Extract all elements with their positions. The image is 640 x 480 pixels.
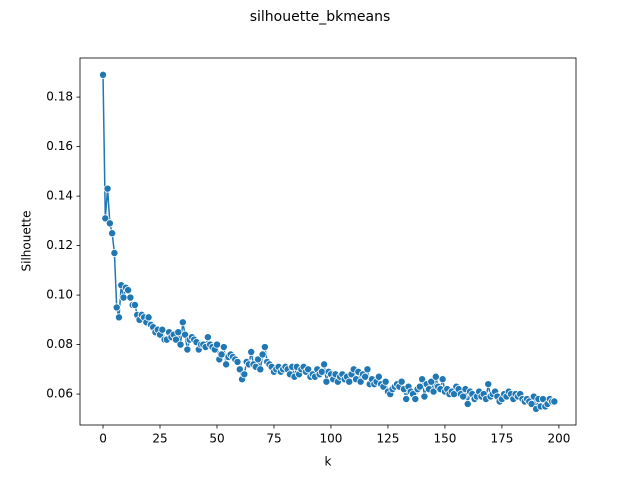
marker (420, 392, 429, 401)
y-tick-label: 0.10 (46, 288, 73, 302)
marker (431, 372, 440, 381)
marker (212, 340, 221, 349)
marker (381, 377, 390, 386)
marker (101, 214, 110, 223)
marker (235, 365, 244, 374)
x-tick-label: 200 (547, 432, 570, 446)
marker (429, 387, 438, 396)
marker (219, 343, 228, 352)
marker (484, 380, 493, 389)
marker (374, 372, 383, 381)
marker (361, 372, 370, 381)
marker (130, 300, 139, 309)
y-tick-label: 0.08 (46, 337, 73, 351)
marker (103, 184, 112, 193)
y-tick-label: 0.14 (46, 189, 73, 203)
marker (158, 325, 167, 334)
marker (345, 377, 354, 386)
x-tick-label: 75 (266, 432, 281, 446)
marker (356, 377, 365, 386)
marker (114, 313, 123, 322)
marker (99, 70, 108, 79)
marker (183, 345, 192, 354)
y-tick-label: 0.06 (46, 387, 73, 401)
x-tick-label: 100 (320, 432, 343, 446)
marker (415, 382, 424, 391)
marker (260, 343, 269, 352)
marker (144, 313, 153, 322)
marker (119, 293, 128, 302)
marker (174, 328, 183, 337)
plot-frame (79, 57, 577, 426)
x-tick-label: 0 (99, 432, 107, 446)
marker (112, 303, 121, 312)
marker (256, 365, 265, 374)
y-tick-label: 0.12 (46, 238, 73, 252)
marker (418, 375, 427, 384)
marker (527, 399, 536, 408)
x-axis-label: k (325, 455, 332, 469)
marker (258, 350, 267, 359)
marker (233, 357, 242, 366)
marker (317, 367, 326, 376)
marker (126, 293, 135, 302)
marker (108, 229, 117, 238)
x-tick-label: 25 (152, 432, 167, 446)
marker (550, 397, 559, 406)
marker (110, 249, 119, 258)
x-tick-label: 125 (376, 432, 399, 446)
marker (247, 347, 256, 356)
marker (397, 377, 406, 386)
marker (181, 330, 190, 339)
y-tick-label: 0.18 (46, 90, 73, 104)
x-tick-label: 175 (490, 432, 513, 446)
marker (304, 365, 313, 374)
marker (176, 340, 185, 349)
y-axis-label: Silhouette (20, 210, 34, 271)
marker (203, 333, 212, 342)
marker (171, 335, 180, 344)
marker (427, 377, 436, 386)
x-tick-label: 150 (433, 432, 456, 446)
y-tick-label: 0.16 (46, 139, 73, 153)
chart-title: silhouette_bkmeans (250, 9, 391, 25)
marker (217, 350, 226, 359)
marker (463, 399, 472, 408)
marker (459, 392, 468, 401)
marker (254, 355, 263, 364)
marker (124, 286, 133, 295)
line (102, 74, 555, 410)
marker (402, 395, 411, 404)
marker (320, 360, 329, 369)
marker (411, 395, 420, 404)
marker (438, 375, 447, 384)
marker (240, 370, 249, 379)
marker (105, 219, 114, 228)
marker (363, 365, 372, 374)
marker (178, 318, 187, 327)
marker (322, 377, 331, 386)
x-tick-label: 50 (209, 432, 224, 446)
marker (222, 360, 231, 369)
